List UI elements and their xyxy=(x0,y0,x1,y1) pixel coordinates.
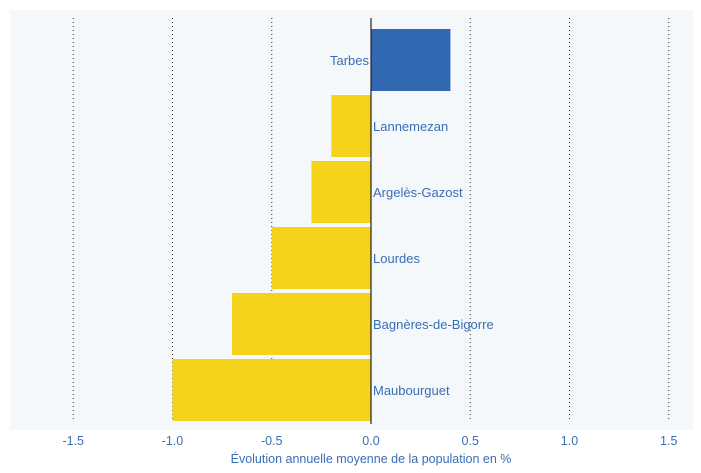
bar xyxy=(311,161,371,223)
category-labels: Tarbes Lannemezan Argelès-Gazost Lourdes Bag… xyxy=(330,53,494,398)
bar xyxy=(331,95,371,157)
category-label: Tarbes xyxy=(330,53,370,68)
bar xyxy=(371,29,451,91)
x-tick-labels: -1.5 -1.0 -0.5 0.0 0.5 1.0 1.5 xyxy=(62,434,677,448)
bar xyxy=(232,293,371,355)
x-tick-label: 0.0 xyxy=(362,434,379,448)
bar xyxy=(271,227,371,289)
category-label: Maubourguet xyxy=(373,383,450,398)
category-label: Lourdes xyxy=(373,251,420,266)
x-tick-label: 1.5 xyxy=(660,434,677,448)
bar xyxy=(172,359,371,421)
x-tick-label: -1.5 xyxy=(62,434,84,448)
x-tick-label: -1.0 xyxy=(162,434,184,448)
x-tick-label: 0.5 xyxy=(462,434,479,448)
x-tick-label: 1.0 xyxy=(561,434,578,448)
bars xyxy=(172,29,451,421)
category-label: Lannemezan xyxy=(373,119,448,134)
x-tick-label: -0.5 xyxy=(261,434,283,448)
category-label: Bagnères-de-Bigorre xyxy=(373,317,494,332)
category-label: Argelès-Gazost xyxy=(373,185,463,200)
x-axis-label: Évolution annuelle moyenne de la populat… xyxy=(231,451,512,466)
